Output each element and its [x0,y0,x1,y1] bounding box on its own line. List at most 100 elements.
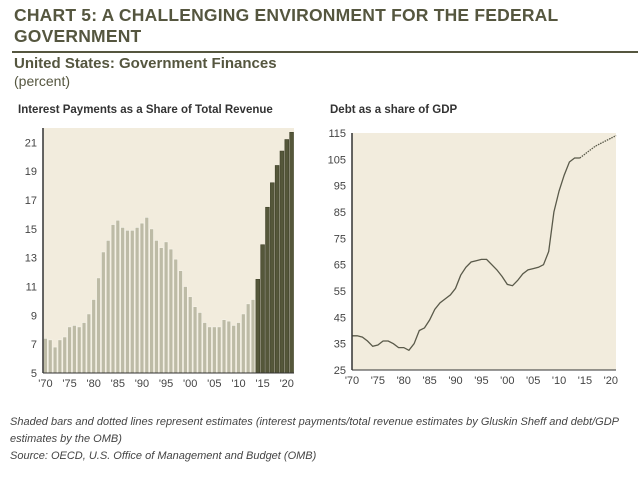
data-point [615,135,617,136]
data-point [553,211,555,213]
data-point [610,137,612,139]
x-tick-label: '95 [159,378,173,390]
estimate-bar [270,182,275,374]
bar [62,336,67,374]
bar [250,299,256,374]
data-point [398,347,399,348]
data-point [382,340,384,342]
y-tick-label: 105 [328,154,346,166]
data-point [548,251,550,252]
x-tick-label: '75 [371,375,385,387]
x-tick-label: '15 [578,375,592,387]
bar [48,339,53,374]
y-tick-label: 65 [334,260,346,272]
bar [159,247,164,374]
estimate-bar [260,244,265,374]
y-tick-label: 15 [25,224,37,236]
bar [202,322,207,374]
data-point [517,280,518,281]
bar [134,227,140,374]
data-point [558,190,560,192]
x-tick-label: '90 [135,378,149,390]
bar [241,313,246,374]
footnote: Shaded bars and dotted lines represent e… [10,414,630,465]
bar [216,326,222,374]
y-tick-label: 85 [334,207,346,219]
bar [76,326,82,374]
x-tick-label: '85 [422,375,436,387]
y-tick-label: 25 [334,365,346,377]
y-tick-label: 19 [25,166,37,178]
y-tick-label: 55 [334,286,346,298]
data-point [424,327,425,329]
estimate-bar [279,150,285,374]
unit-label: (percent) [14,73,71,89]
title-divider [12,51,638,53]
bar [110,224,116,374]
data-point [543,264,544,265]
bar [57,339,63,374]
data-point [439,302,441,304]
data-point [393,343,394,344]
data-point [367,340,368,342]
bar [81,322,87,374]
y-tick-label: 95 [334,181,346,193]
bar [226,320,232,374]
x-tick-label: '05 [526,375,540,387]
data-point [372,346,374,347]
x-tick-label: '80 [87,378,101,390]
x-tick-label: '90 [448,375,462,387]
bar [52,346,58,374]
data-point [527,269,529,271]
estimate-bar [284,139,289,374]
bar [149,228,154,374]
data-point [465,267,467,268]
chart-subtitle: United States: Government Finances [14,55,277,72]
bar [178,270,183,374]
bar [212,326,217,374]
data-point [563,174,565,176]
data-point [377,344,379,346]
x-tick-label: '00 [183,378,197,390]
data-point [506,284,508,285]
data-point [491,264,493,265]
data-point [429,319,430,321]
data-point [600,143,601,144]
data-point [475,260,477,262]
bar [91,299,96,374]
data-point [362,336,363,338]
data-point [455,288,456,289]
x-tick-label: '70 [345,375,359,387]
y-tick-label: 75 [334,233,346,245]
y-tick-label: 9 [31,310,37,322]
data-point [413,343,415,344]
bar [139,222,145,374]
y-tick-label: 45 [334,312,346,324]
data-point [538,267,539,268]
plot-area [352,133,616,370]
left-chart-title: Interest Payments as a Share of Total Re… [18,104,273,116]
x-tick-label: '70 [38,378,52,390]
y-tick-label: 115 [328,128,346,140]
data-point [460,274,462,276]
bar [154,240,159,374]
bar [86,313,92,374]
data-point [434,309,436,310]
bar [125,230,130,374]
x-tick-label: '10 [231,378,245,390]
data-point [584,153,586,155]
debt-line-estimate [579,135,617,159]
bar [67,326,72,374]
bar [192,306,198,374]
data-point [444,298,446,300]
bar [188,296,193,374]
chart-title: CHART 5: A CHALLENGING ENVIRONMENT FOR T… [14,5,559,46]
charts-canvas: 5 7 9 11 13 15 17 19 21 '70 '75 '80 '85 '90 '95 '00 '05 '… [25,128,618,390]
bar [168,248,174,374]
x-tick-label: '20 [604,375,618,387]
y-tick-label: 21 [25,137,37,149]
x-tick-label: '95 [474,375,488,387]
bar [144,217,149,374]
data-point [569,161,570,163]
bar [130,230,135,374]
